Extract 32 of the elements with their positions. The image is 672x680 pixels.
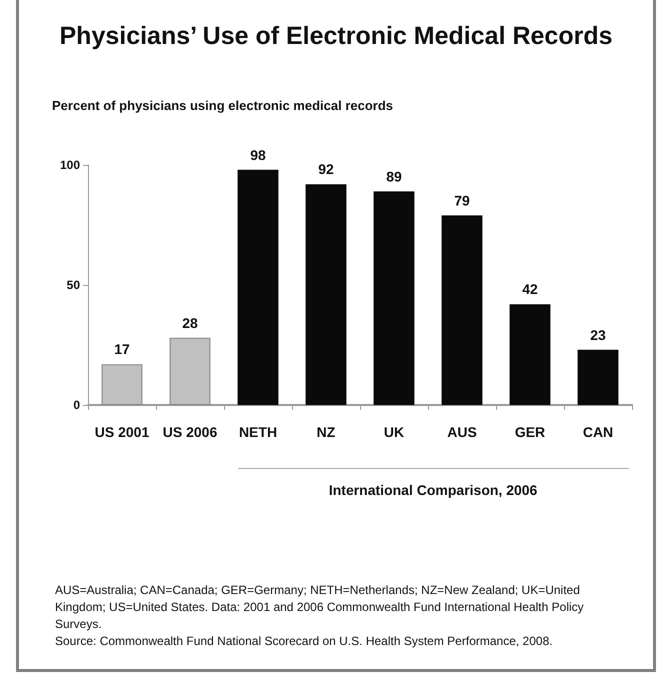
text: AUS=Australia; CAN=Canada; GER=Germany; NETH=Netherlands; NZ=New Zealand; UK=United Kingdom; US=United States. Data: 2001 and 2006 Commonwealth Fund International Health Policy Surveys. [55, 582, 585, 633]
x-tick-label: UK [384, 424, 404, 440]
data-label: 42 [522, 281, 538, 298]
data-label: 28 [182, 314, 198, 331]
x-tick-label: AUS [447, 424, 477, 440]
source-note: Source: Commonwealth Fund National Scorecard on U.S. Health System Performance, 2008. [55, 633, 554, 650]
bar [510, 304, 550, 405]
bar [238, 170, 278, 405]
y-axis-title: Percent of physicians using electronic medical records [52, 98, 394, 113]
y-tick-label: 100 [60, 158, 80, 172]
bar [442, 215, 482, 405]
bar [306, 184, 346, 405]
x-tick-label: GER [514, 424, 546, 440]
text: International Comparison, 2006 [328, 482, 538, 498]
data-label: 79 [454, 192, 470, 208]
y-tick-label: 0 [73, 398, 80, 412]
x-tick-label: US 2006 [162, 424, 218, 440]
x-tick-label: CAN [582, 424, 614, 440]
x-tick-label: US 2001 [94, 424, 150, 440]
bar [374, 191, 414, 405]
data-label: 98 [250, 146, 266, 163]
x-tick-label: NZ [316, 424, 336, 440]
bar [170, 338, 210, 405]
bar [578, 350, 618, 405]
y-tick-label: 50 [66, 278, 80, 292]
data-label: 17 [114, 341, 130, 358]
bar [102, 364, 142, 405]
chart-title: Physicians’ Use of Electronic Medical Records [58, 22, 614, 51]
data-label: 89 [386, 168, 402, 184]
data-label: 23 [590, 326, 606, 343]
x-tick-label: NETH [238, 424, 278, 440]
data-label: 92 [318, 161, 334, 178]
